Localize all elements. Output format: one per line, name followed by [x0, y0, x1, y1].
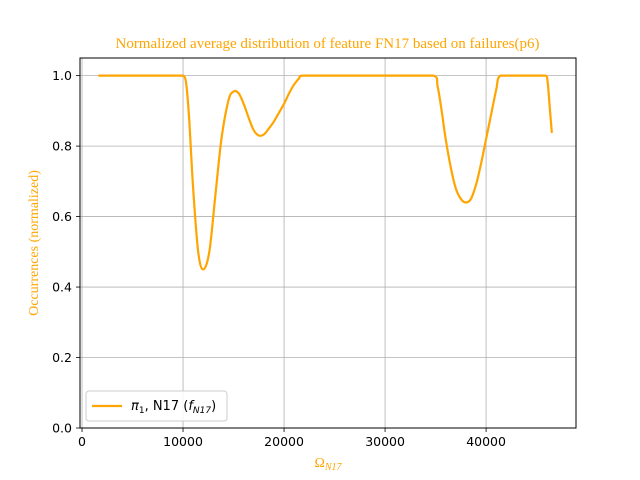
- x-tick-label: 0: [78, 434, 86, 449]
- x-axis-label-main: Ω: [314, 456, 324, 471]
- grid: [80, 58, 576, 429]
- legend-pi-sub: 1: [139, 406, 145, 416]
- plot-area: [79, 57, 577, 429]
- legend-pi: π: [131, 399, 139, 414]
- legend-box: [85, 390, 228, 422]
- y-axis-label: Occurrences (normalized): [27, 170, 42, 316]
- y-tick-label: 1.0: [52, 68, 72, 83]
- legend: π1, N17 (fN17): [85, 390, 228, 422]
- y-axis: 0.0 0.2 0.4 0.6 0.8 1.0: [52, 68, 80, 436]
- legend-f-sub: N17: [193, 406, 211, 416]
- series-line: [98, 74, 553, 271]
- y-tick-label: 0.2: [52, 350, 72, 365]
- y-tick-label: 0.0: [52, 421, 72, 436]
- x-tick-label: 30000: [365, 434, 405, 449]
- legend-label: π1, N17 (fN17): [131, 399, 216, 416]
- chart-title: Normalized average distribution of featu…: [115, 36, 539, 52]
- legend-mid: , N17 (: [145, 399, 189, 414]
- x-tick-label: 20000: [264, 434, 304, 449]
- x-tick-label: 10000: [163, 434, 203, 449]
- y-tick-label: 0.8: [52, 139, 72, 154]
- legend-end: ): [211, 399, 216, 414]
- x-tick-label: 40000: [466, 434, 506, 449]
- y-tick-label: 0.4: [52, 280, 72, 295]
- x-axis-label: ΩN17: [314, 456, 342, 473]
- x-axis: 0 10000 20000 30000 40000: [78, 428, 506, 449]
- legend-f: f: [188, 399, 195, 414]
- y-tick-label: 0.6: [52, 209, 72, 224]
- x-axis-label-subscript: N17: [324, 462, 343, 473]
